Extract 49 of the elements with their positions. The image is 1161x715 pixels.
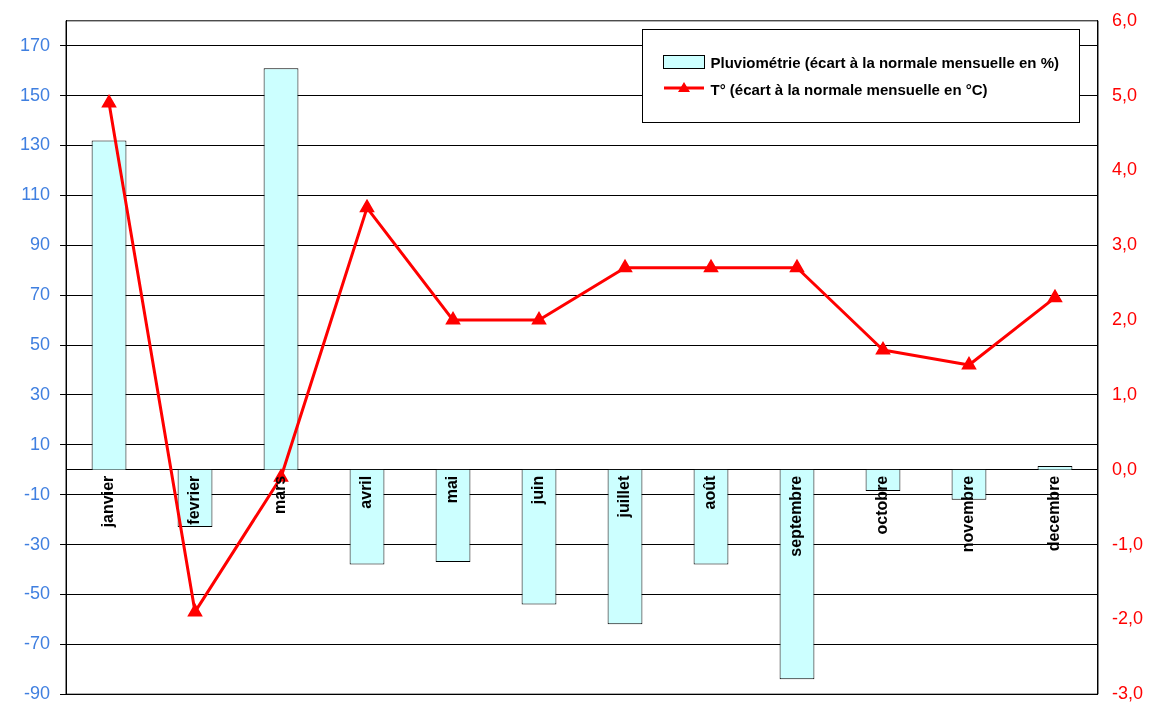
x-tick-label: novembre	[959, 475, 977, 553]
x-tick-label: août	[701, 475, 719, 510]
point	[876, 342, 890, 355]
y-tick-label: 30	[30, 383, 51, 404]
y2-tick-label: -1,0	[1111, 533, 1144, 554]
point	[704, 260, 718, 273]
y2-tick-label: 1,0	[1111, 383, 1138, 404]
x-tick-label: mars	[271, 475, 289, 514]
point	[532, 312, 546, 325]
y-tick-label: 150	[19, 84, 51, 105]
y2-tick-label: 2,0	[1111, 309, 1138, 330]
legend-label: T° (écart à la normale mensuelle en °C)	[710, 80, 988, 98]
x-tick-label: septembre	[787, 475, 805, 557]
y-tick-label: -90	[24, 683, 51, 704]
y2-tick-label: -2,0	[1111, 608, 1144, 629]
y-tick-label: 50	[30, 334, 51, 354]
x-tick-label: mai	[443, 475, 461, 504]
y-tick-label: -50	[24, 583, 51, 604]
x-tick-label: janvier	[99, 475, 117, 529]
y-tick-label: 170	[19, 34, 51, 55]
point	[360, 200, 374, 213]
x-tick-label: juillet	[615, 475, 633, 519]
y2-tick-label: 4,0	[1111, 159, 1138, 180]
point	[188, 604, 202, 617]
x-tick-label: decembre	[1045, 475, 1063, 552]
x-tick-label: avril	[357, 475, 375, 509]
y-tick-label: -30	[24, 533, 51, 554]
y2-tick-label: 6,0	[1111, 9, 1138, 30]
point	[962, 357, 976, 370]
y-tick-label: 110	[21, 184, 51, 205]
x-tick-label: juin	[529, 475, 547, 506]
y-tick-label: -70	[24, 633, 51, 654]
y-tick-label: 10	[30, 433, 51, 454]
x-tick-label: fevrier	[185, 475, 203, 525]
point	[102, 95, 116, 108]
y2-tick-label: 5,0	[1111, 84, 1138, 105]
legend-label: Pluviométrie (écart à la normale mensuelle en %)	[710, 53, 1059, 71]
x-tick-label: octobre	[873, 475, 891, 535]
y-tick-label: 70	[30, 284, 51, 305]
y-tick-label: 130	[19, 134, 51, 155]
point	[790, 260, 804, 273]
y2-tick-label: -3,0	[1111, 683, 1144, 704]
point	[1048, 290, 1062, 303]
y2-tick-label: 3,0	[1111, 234, 1138, 255]
point	[618, 260, 632, 273]
y-tick-label: -10	[24, 483, 51, 504]
y-tick-label: 90	[30, 234, 51, 255]
point	[446, 312, 460, 325]
y2-tick-label: 0,0	[1111, 458, 1138, 479]
